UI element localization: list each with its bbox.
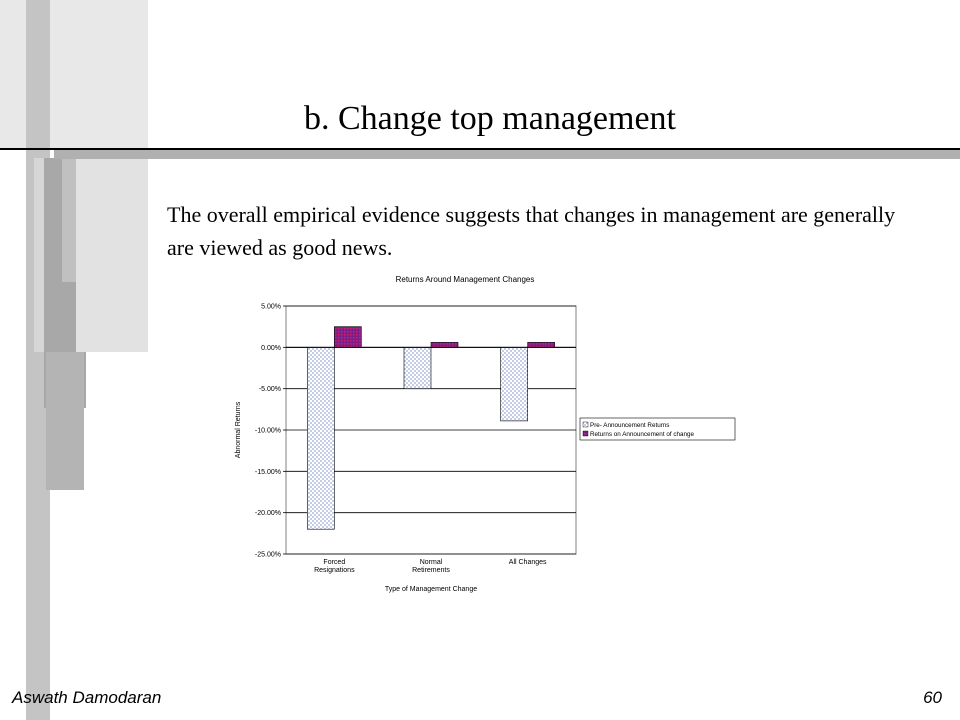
decor-bar-6 [76,158,148,352]
title-rule [0,148,960,150]
legend-label: Returns on Announcement of change [590,431,694,438]
returns-chart: Returns Around Management Changes 5.00% 0.… [235,275,736,593]
x-tick-label: Retirements [412,567,450,574]
bar-on-announcement [527,342,555,348]
chart-title: Returns Around Management Changes [396,275,535,284]
bar-pre-announcement [403,347,432,389]
decor-bar-7 [46,352,84,490]
y-tick-label: -5.00% [259,386,281,393]
y-axis-label: Abnormal Returns [235,401,242,458]
x-tick-label: Forced [323,559,345,566]
legend-box [579,417,736,441]
y-tick-label: -20.00% [255,510,281,517]
y-tick-label: -10.00% [255,428,281,435]
bar-on-announcement [430,342,459,348]
y-tick-label: 5.00% [261,304,281,311]
slide-body-text: The overall empirical evidence suggests … [167,202,896,260]
title-underline-bar [54,150,960,159]
slide-title: b. Change top management [303,100,676,137]
bar-pre-announcement [307,347,335,530]
x-tick-label: Resignations [314,567,355,574]
y-tick-label: -15.00% [255,469,281,476]
x-axis-label: Type of Management Change [385,586,477,593]
bar-pre-announcement [500,347,528,422]
legend-label: Pre- Announcement Returns [590,422,669,429]
y-tick-label: -25.00% [255,552,281,559]
x-tick-label: All Changes [509,559,547,566]
y-tick-label: 0.00% [261,345,281,352]
bar-on-announcement [334,326,362,348]
legend-swatch [582,421,589,428]
footer-author: Aswath Damodaran [12,688,162,707]
page-number: 60 [923,688,942,707]
legend-swatch [582,430,589,437]
decor-bar-1 [0,0,148,148]
x-tick-label: Normal [420,559,443,566]
